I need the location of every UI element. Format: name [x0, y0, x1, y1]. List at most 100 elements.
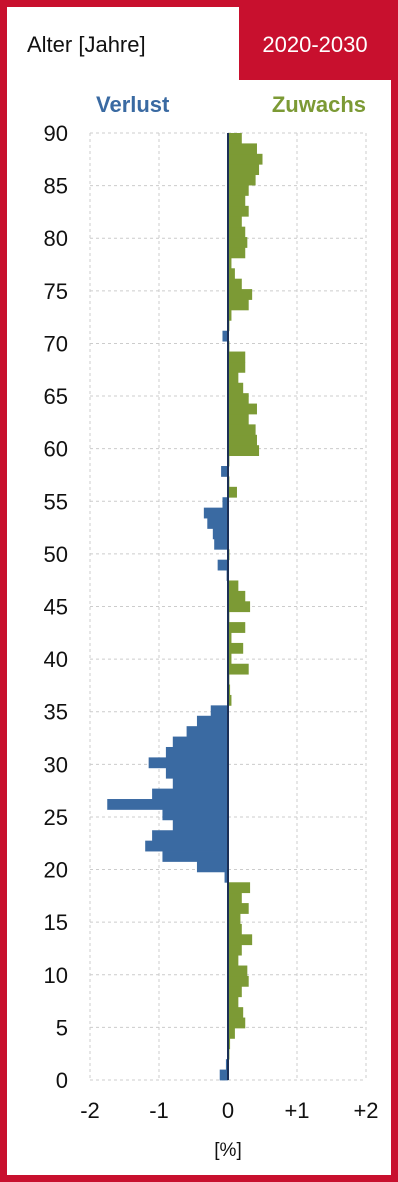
bar-loss [148, 757, 228, 769]
y-tick-label: 10 [44, 963, 68, 988]
bar-gain [228, 216, 242, 228]
bar-loss [186, 726, 228, 737]
header-left-panel [7, 7, 239, 80]
y-tick-label: 25 [44, 805, 68, 830]
bar-gain [228, 289, 253, 300]
bar-loss [165, 767, 228, 779]
bar-gain [228, 382, 244, 394]
bar-gain [228, 996, 239, 1008]
y-tick-label: 30 [44, 752, 68, 777]
y-tick-label: 5 [56, 1015, 68, 1040]
bar-loss [165, 746, 228, 758]
bar-gain [228, 195, 246, 207]
bar-gain [228, 257, 232, 269]
bar-loss [172, 778, 228, 790]
y-tick-label: 20 [44, 858, 68, 883]
bar-loss [225, 1059, 228, 1070]
bar-gain [228, 663, 249, 675]
bar-loss [145, 840, 228, 852]
bar-gain [228, 882, 251, 894]
bar-gain [228, 434, 257, 446]
bar-gain [228, 185, 249, 196]
bar-gain [228, 247, 246, 259]
y-tick-label: 75 [44, 279, 68, 304]
bar-gain [228, 351, 246, 363]
bar-loss [210, 705, 228, 717]
y-tick-label: 85 [44, 174, 68, 199]
bar-loss [224, 871, 228, 883]
bar-loss [196, 861, 228, 873]
bar-loss [219, 1069, 228, 1081]
bar-gain [228, 642, 244, 654]
bar-gain [228, 955, 239, 966]
bar-gain [228, 622, 246, 633]
bar-gain [228, 965, 248, 977]
y-tick-label: 0 [56, 1068, 68, 1093]
bar-loss [152, 830, 228, 842]
y-tick-label: 40 [44, 647, 68, 672]
labels: 0 5 10 15 20 25 30 35 40 45 50 55 60 65 70 75 80 85 90 -2 -1… [44, 92, 379, 1161]
bar-loss [162, 809, 228, 821]
y-tick-label: 45 [44, 595, 68, 620]
y-tick-label: 90 [44, 121, 68, 146]
bar-gain [228, 975, 249, 987]
bar-gain [228, 424, 256, 436]
bar-loss [221, 466, 228, 477]
bar-gain [228, 1017, 246, 1029]
bar-gain [228, 934, 253, 946]
bar-gain [228, 1027, 235, 1039]
bar-loss [222, 497, 228, 509]
bar-gain [228, 986, 242, 998]
bar-gain [228, 913, 241, 925]
bar-gain [228, 309, 232, 321]
bar-gain [228, 299, 249, 311]
bar-gain [228, 892, 242, 904]
bar-gain [228, 632, 232, 644]
bar-gain [228, 580, 239, 592]
bar-loss [172, 819, 228, 831]
bar-gain [228, 133, 242, 144]
y-tick-label: 80 [44, 226, 68, 251]
bar-gain [228, 143, 257, 155]
bar-gain [228, 923, 242, 935]
x-tick-label: +2 [353, 1098, 378, 1123]
bar-loss [217, 559, 228, 571]
bar-gain [228, 1007, 244, 1018]
bar-gain [228, 174, 256, 186]
bars [107, 133, 263, 1081]
bar-gain [228, 653, 232, 665]
x-tick-label: -1 [149, 1098, 169, 1123]
bar-loss [212, 528, 228, 540]
bar-loss [207, 518, 228, 529]
bar-gain [228, 1038, 231, 1050]
period-label: 2020-2030 [262, 32, 368, 57]
bar-loss [214, 538, 228, 550]
bar-gain [228, 372, 239, 384]
y-tick-label: 65 [44, 384, 68, 409]
gain-side-label: Zuwachs [272, 92, 366, 117]
bar-gain [228, 903, 249, 914]
bar-gain [228, 590, 246, 602]
y-tick-label: 70 [44, 331, 68, 356]
bar-gain [228, 486, 237, 498]
bar-gain [228, 393, 249, 404]
bar-loss [152, 788, 228, 800]
y-tick-label: 55 [44, 489, 68, 514]
y-tick-label: 35 [44, 700, 68, 725]
bar-loss [162, 851, 228, 862]
bar-gain [228, 268, 235, 280]
header-period-panel [239, 7, 391, 80]
bar-gain [228, 153, 263, 165]
bar-gain [228, 237, 248, 248]
y-tick-label: 50 [44, 542, 68, 567]
bar-gain [228, 205, 249, 217]
y-tick-label: 60 [44, 437, 68, 462]
bar-gain [228, 164, 260, 176]
y-axis-title: Alter [Jahre] [27, 32, 146, 57]
bar-gain [228, 403, 257, 415]
bar-gain [228, 445, 260, 457]
loss-side-label: Verlust [96, 92, 170, 117]
x-tick-label: +1 [284, 1098, 309, 1123]
